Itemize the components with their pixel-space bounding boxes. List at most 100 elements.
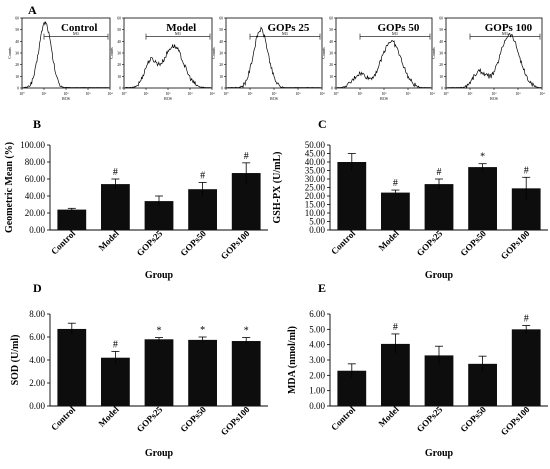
x-tick-label: GOPs50: [458, 228, 488, 258]
gate-label: M1: [175, 31, 181, 36]
y-tick-label: 8.00: [29, 309, 45, 319]
flow-plot: 0 10 20 30 40 50 60 10⁰ 10¹ 10² 10³ 10⁴ ROS Counts M1G…: [431, 17, 545, 102]
flow-plot-frame: [335, 17, 433, 89]
flow-x-tick-label: 10⁰: [223, 91, 229, 96]
flow-y-tick-label: 20: [15, 63, 19, 67]
flow-y-tick-label: 30: [219, 52, 223, 56]
bar: [424, 184, 454, 230]
flow-x-tick-label: 10³: [296, 92, 302, 96]
flow-y-tick-label: 50: [219, 28, 223, 32]
bar: [468, 167, 497, 230]
x-axis-title: Group: [145, 270, 174, 281]
bar-chart-b: B 0.00 20.00 40.00 60.00 80.00 100.00 Geometric…: [4, 117, 268, 281]
bar: [231, 341, 261, 406]
flow-y-tick-label: 60: [329, 17, 333, 21]
flow-x-tick-label: 10⁴: [539, 92, 545, 96]
x-tick-label: GOPs25: [135, 228, 165, 258]
flow-y-axis-label: Counts: [211, 47, 216, 59]
flow-y-tick-label: 60: [117, 17, 121, 21]
flow-y-tick-label: 10: [439, 75, 443, 79]
gate-label: M1: [282, 31, 288, 36]
flow-plot-title: Control: [61, 22, 97, 34]
flow-y-tick-label: 0: [17, 87, 19, 91]
flow-y-axis-label: Counts: [7, 47, 12, 59]
y-tick-label: 20.00: [25, 208, 46, 218]
significance-marker: #: [113, 167, 118, 178]
significance-marker: *: [480, 152, 485, 163]
y-tick-label: 20.00: [305, 191, 326, 201]
x-tick-label: GOPs25: [415, 404, 445, 434]
flow-x-tick-label: 10²: [272, 92, 278, 96]
y-tick-label: 100.00: [20, 140, 45, 150]
flow-y-tick-label: 20: [219, 63, 223, 67]
significance-marker: #: [113, 339, 118, 350]
bar: [101, 357, 130, 406]
flow-x-tick-label: 10¹: [144, 92, 149, 96]
flow-plot-title: Model: [166, 22, 196, 34]
y-tick-label: 40.00: [25, 191, 46, 201]
y-tick-label: 5.00: [309, 324, 325, 334]
panel-letter: B: [33, 117, 41, 131]
y-tick-label: 45.00: [305, 149, 326, 159]
flow-x-tick-label: 10⁴: [209, 92, 215, 96]
flow-histogram-curve: [125, 44, 211, 89]
y-tick-label: 10.00: [305, 208, 326, 218]
significance-marker: #: [524, 165, 529, 176]
panel-letter: D: [33, 281, 42, 295]
flow-y-tick-label: 0: [441, 87, 443, 91]
flow-y-tick-label: 10: [329, 75, 333, 79]
y-axis-title: Geometric Mean (%): [4, 142, 15, 233]
bar-chart-d: D 0.00 2.00 4.00 6.00 8.00 SOD (U/ml) Control # M…: [10, 281, 268, 459]
flow-y-tick-label: 0: [331, 87, 333, 91]
y-axis-title: GSH-PX (U/mL): [272, 152, 283, 224]
significance-marker: #: [393, 322, 398, 333]
y-tick-label: 30.00: [305, 174, 326, 184]
bar: [101, 184, 130, 230]
x-tick-label: Control: [329, 228, 358, 257]
significance-marker: *: [157, 326, 162, 337]
flow-x-axis-label: ROS: [164, 96, 172, 101]
flow-y-tick-label: 40: [329, 40, 333, 44]
flow-y-tick-label: 60: [219, 17, 223, 21]
panel-letter-A: A: [28, 3, 37, 17]
y-tick-label: 5.00: [309, 217, 325, 227]
bar: [57, 328, 87, 406]
y-tick-label: 60.00: [25, 174, 46, 184]
y-tick-label: 0.00: [309, 401, 325, 411]
flow-x-axis-label: ROS: [490, 96, 498, 101]
bar-charts: B 0.00 20.00 40.00 60.00 80.00 100.00 Geometric…: [4, 117, 548, 459]
x-tick-label: GOPs100: [499, 404, 532, 437]
significance-marker: #: [200, 170, 205, 181]
x-tick-label: GOPs100: [499, 228, 532, 261]
flow-x-tick-label: 10³: [516, 92, 522, 96]
flow-x-tick-label: 10⁰: [19, 91, 25, 96]
flow-histogram-curve: [337, 39, 431, 89]
bar: [337, 162, 367, 230]
flow-y-tick-label: 0: [221, 87, 223, 91]
bar-chart-e: E 0.00 1.00 2.00 3.00 4.00 5.00 6.00 MDA (nmol/m…: [287, 281, 548, 459]
flow-y-tick-label: 40: [117, 40, 121, 44]
x-tick-label: Control: [49, 404, 78, 433]
flow-y-tick-label: 10: [15, 75, 19, 79]
flow-plot-title: GOPs 100: [485, 22, 533, 34]
flow-y-tick-label: 50: [329, 28, 333, 32]
y-tick-label: 0.00: [29, 401, 45, 411]
gate-label: M1: [73, 31, 79, 36]
flow-y-tick-label: 40: [439, 40, 443, 44]
y-tick-label: 15.00: [305, 200, 326, 210]
x-tick-label: GOPs25: [135, 404, 165, 434]
flow-y-tick-label: 10: [219, 75, 223, 79]
y-tick-label: 3.00: [309, 355, 325, 365]
bar: [381, 192, 410, 230]
flow-y-tick-label: 0: [119, 87, 121, 91]
flow-x-tick-label: 10¹: [42, 92, 47, 96]
flow-histogram-curve: [23, 20, 110, 89]
x-tick-label: GOPs100: [219, 404, 252, 437]
flow-x-tick-label: 10²: [166, 92, 172, 96]
bar: [57, 209, 87, 230]
significance-marker: #: [437, 167, 442, 178]
x-tick-label: Model: [96, 404, 121, 429]
bar: [511, 329, 541, 406]
x-tick-label: Control: [49, 228, 78, 257]
